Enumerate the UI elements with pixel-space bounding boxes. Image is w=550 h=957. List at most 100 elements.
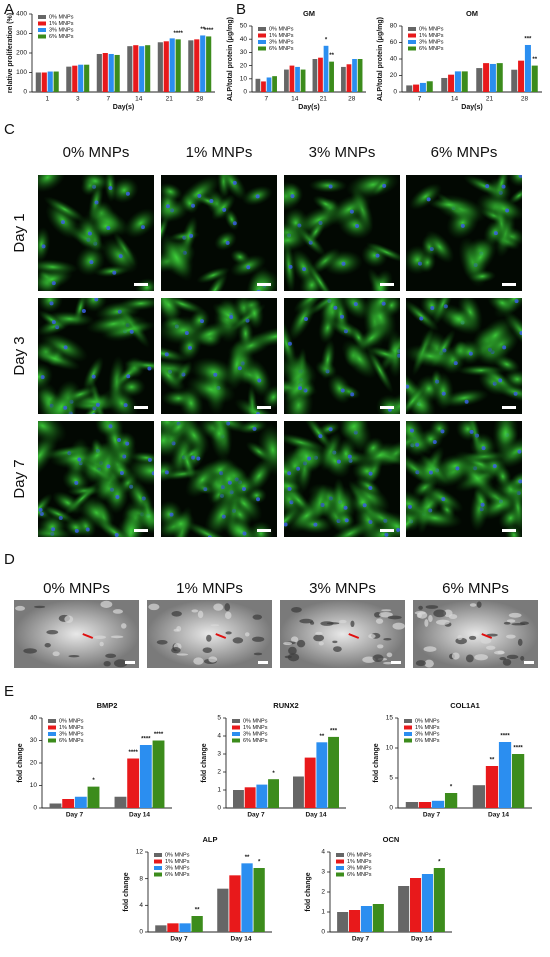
column-label: 3% MNPs (309, 144, 376, 161)
legend-label: 0% MNPs (165, 852, 190, 858)
bar (114, 796, 127, 808)
particle (339, 619, 347, 624)
legend-swatch (404, 725, 412, 730)
particle (499, 657, 507, 661)
nucleus (165, 204, 170, 209)
nucleus (469, 429, 474, 434)
cell (428, 198, 471, 212)
cell (161, 298, 183, 319)
nucleus (328, 427, 333, 432)
legend-swatch (232, 732, 240, 736)
legend-label: 0% MNPs (347, 852, 372, 858)
y-tick-label: 5 (217, 715, 221, 722)
particle (392, 622, 405, 630)
x-tick-label: 7 (264, 96, 268, 103)
cell (214, 230, 237, 251)
y-axis-label: fold change (123, 872, 130, 911)
scale-bar (502, 406, 516, 409)
y-tick-label: 100 (16, 69, 27, 76)
micrograph (161, 298, 277, 414)
cell (378, 511, 400, 537)
bar (108, 53, 114, 92)
particle (99, 641, 104, 647)
legend-label: 3% MNPs (415, 731, 440, 737)
significance-mark: **** (141, 737, 151, 743)
nucleus (328, 184, 333, 189)
column-label: 0% MNPs (43, 580, 110, 597)
particle (253, 652, 263, 656)
nucleus (95, 402, 100, 407)
cell (202, 271, 228, 291)
particle (148, 603, 160, 611)
micrograph (284, 298, 400, 414)
cell (104, 175, 117, 203)
nucleus (164, 470, 169, 475)
cell (38, 346, 81, 371)
bar (524, 44, 531, 92)
bar (410, 878, 422, 932)
nucleus (355, 223, 360, 228)
nucleus (288, 264, 293, 269)
bar (444, 793, 458, 808)
y-tick-label: 400 (16, 11, 27, 18)
nucleus (341, 261, 346, 266)
particle (224, 611, 232, 620)
bar (255, 78, 261, 92)
x-tick-label: Day 7 (66, 812, 84, 819)
bar (518, 60, 525, 92)
cell (91, 214, 121, 238)
particle (457, 634, 463, 641)
micrograph (38, 421, 154, 537)
bar (96, 53, 102, 92)
nucleus (375, 253, 380, 258)
bar (74, 796, 87, 808)
particle (176, 653, 189, 656)
bar (485, 766, 499, 808)
cell (85, 313, 141, 335)
particle (418, 605, 423, 610)
nucleus (237, 366, 242, 371)
particle (433, 609, 447, 618)
cell (178, 386, 204, 414)
legend-label: 0% MNPs (415, 718, 440, 724)
nucleus (123, 403, 128, 408)
nucleus (407, 504, 412, 509)
scale-bar (380, 406, 394, 409)
particle (350, 620, 355, 628)
cell (406, 299, 440, 332)
particle (476, 601, 482, 608)
nucleus (252, 426, 257, 431)
nucleus (333, 305, 338, 310)
bar (511, 69, 518, 92)
particle (375, 618, 384, 624)
nucleus (94, 298, 99, 302)
legend-swatch (48, 738, 56, 743)
bar (47, 71, 53, 92)
x-tick-label: Day 7 (423, 812, 441, 819)
y-tick-label: 10 (386, 745, 394, 752)
cells (284, 421, 400, 537)
significance-mark: * (92, 778, 95, 784)
cell (161, 232, 193, 282)
cells (38, 421, 154, 537)
nucleus (256, 497, 261, 502)
bar (127, 46, 133, 92)
legend-swatch (258, 40, 266, 44)
scale-bar (391, 661, 401, 664)
cell (104, 320, 154, 339)
legend-label: 1% MNPs (243, 725, 268, 731)
legend-label: 6% MNPs (165, 872, 190, 878)
nucleus (106, 464, 111, 469)
particle (284, 655, 292, 659)
cells (284, 298, 400, 414)
particle (46, 630, 59, 635)
particle (206, 634, 212, 642)
y-tick-label: 0 (389, 805, 393, 812)
row-label: Day 3 (11, 336, 28, 375)
scale-bar (134, 529, 148, 532)
bar (253, 868, 265, 932)
legend-label: 0% MNPs (419, 26, 444, 32)
nucleus (112, 270, 117, 275)
particle (480, 637, 492, 644)
nucleus (91, 374, 96, 379)
